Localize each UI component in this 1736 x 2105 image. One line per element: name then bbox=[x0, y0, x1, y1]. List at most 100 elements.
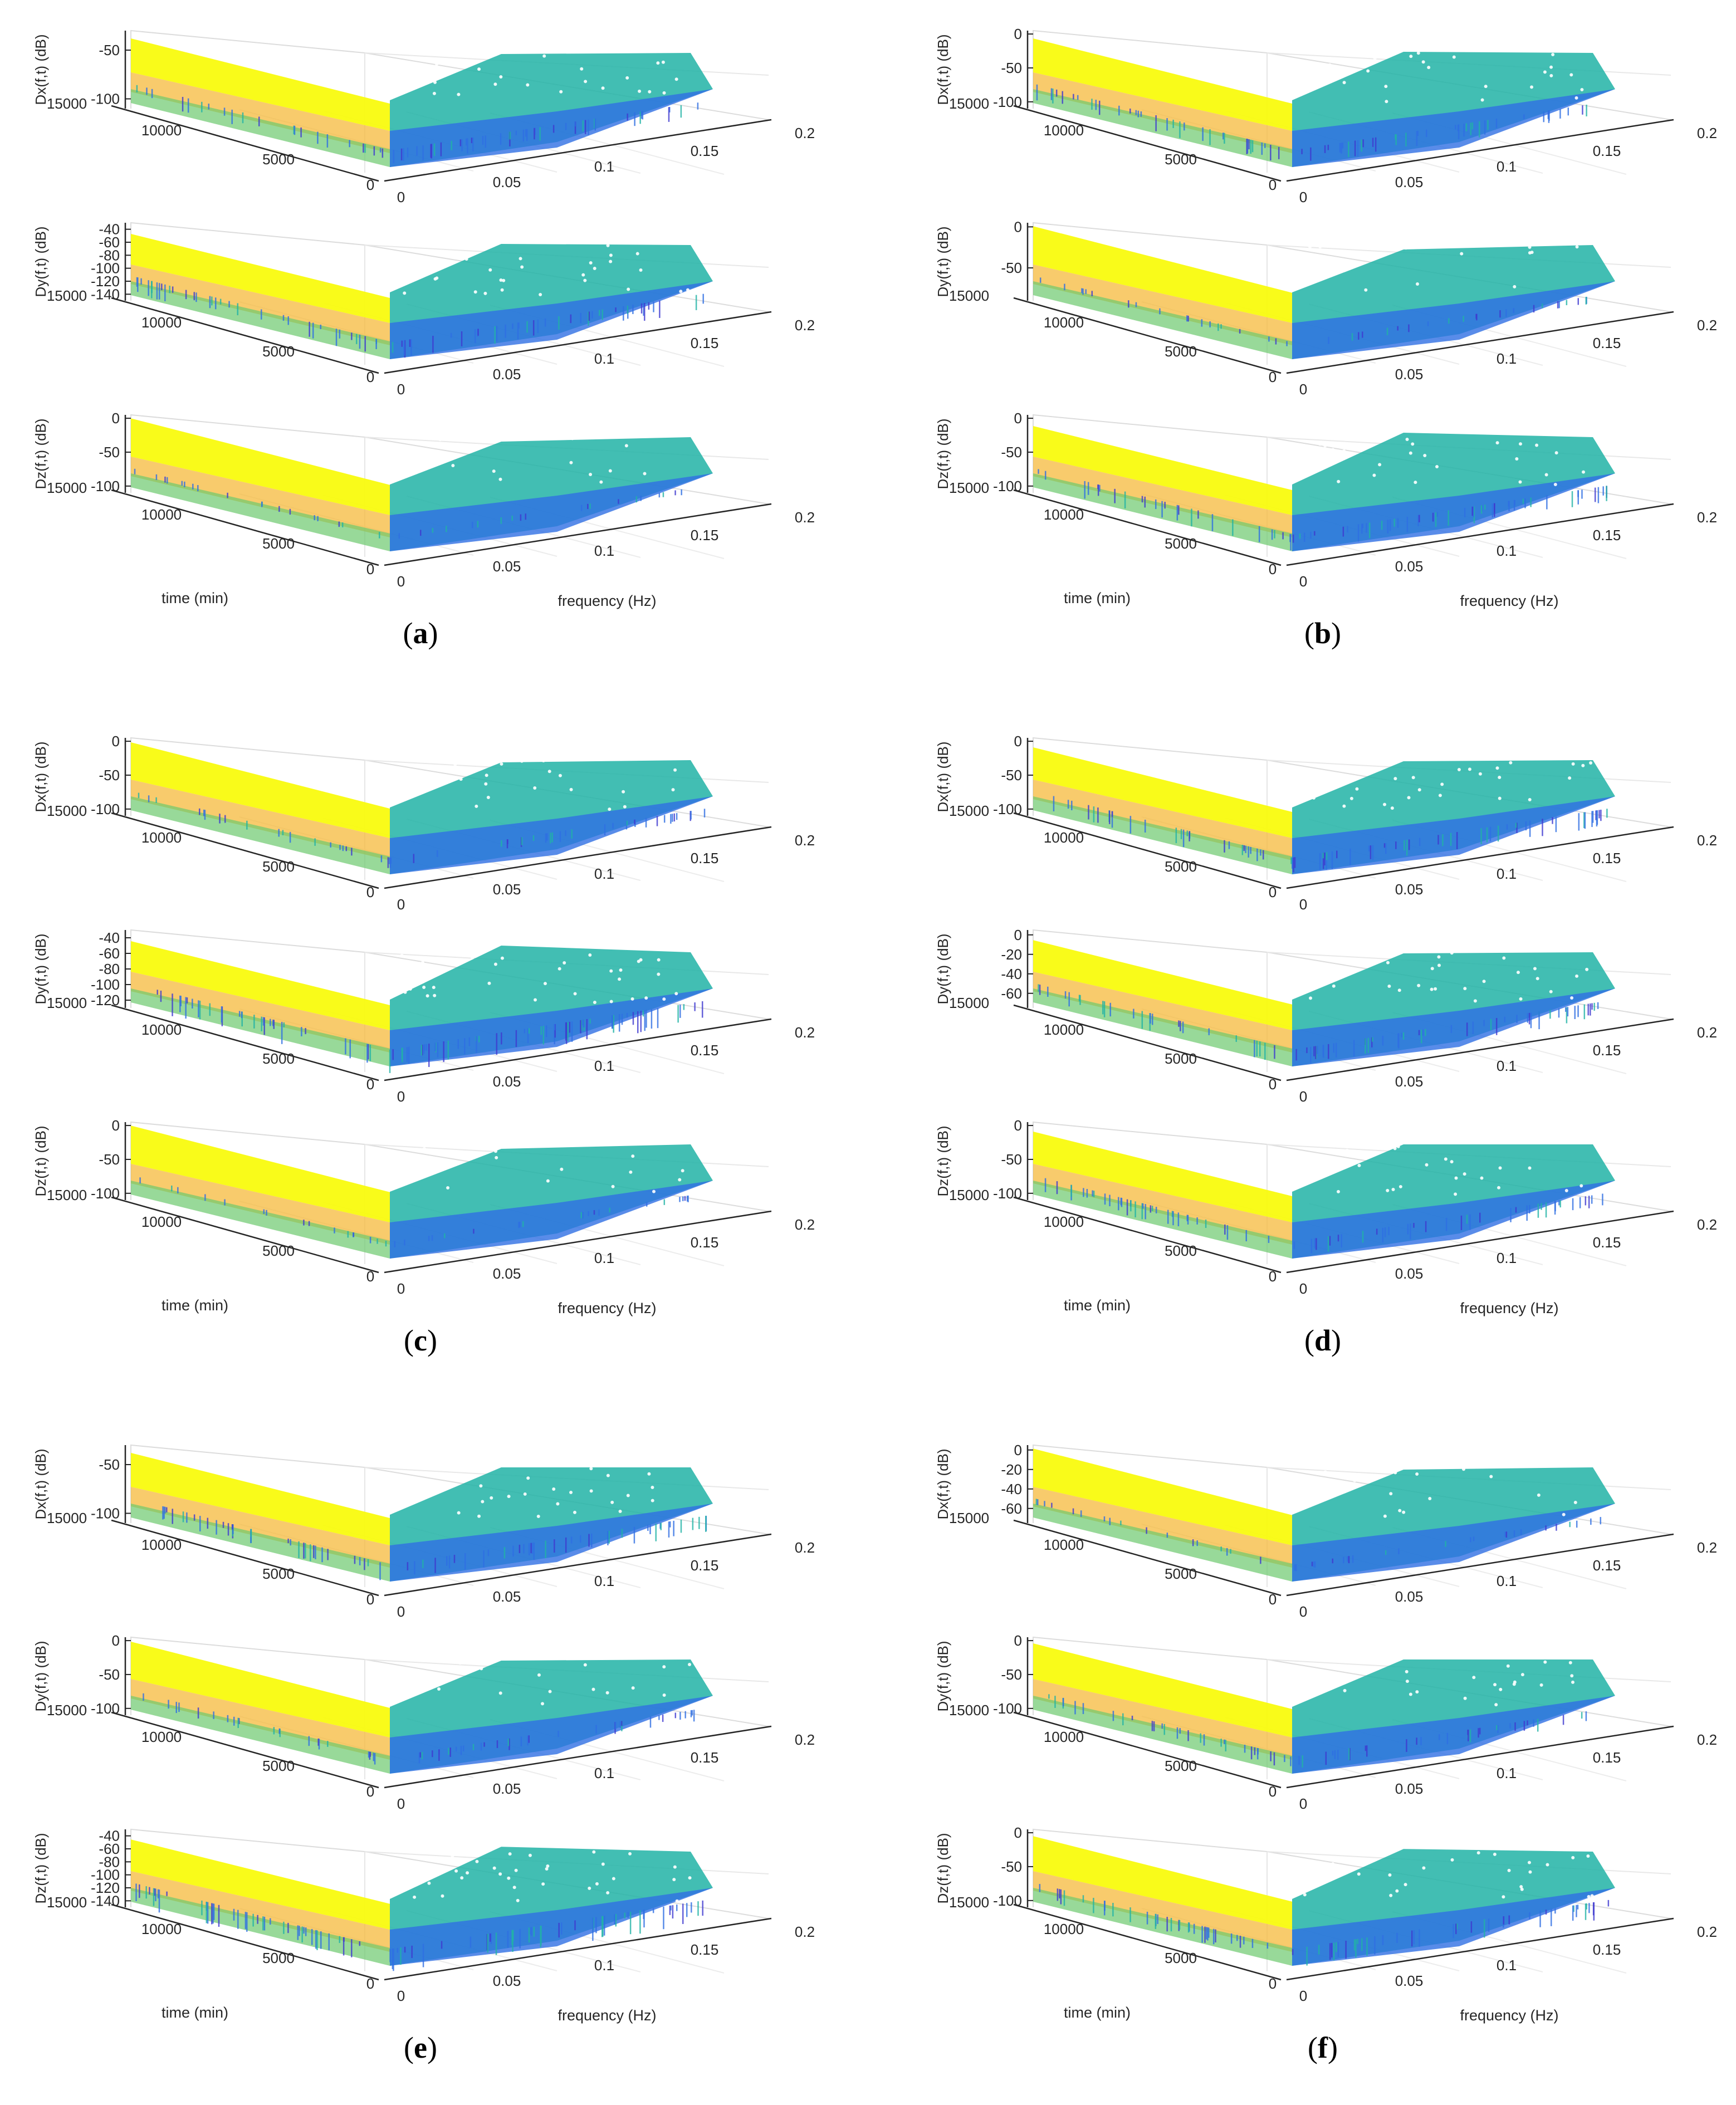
surface-highlight bbox=[490, 1496, 493, 1500]
surface bbox=[1033, 38, 1615, 167]
frequency-tick-label: 0.05 bbox=[1395, 366, 1424, 383]
time-axis-line bbox=[111, 1004, 379, 1081]
surface-band-green bbox=[1033, 1504, 1292, 1582]
z-tick-label: -40 bbox=[1001, 966, 1022, 982]
frequency-tick-label: 0.15 bbox=[691, 335, 719, 351]
z-axis-label: Dz(f,t) (dB) bbox=[935, 418, 951, 489]
surface-highlight bbox=[1493, 1683, 1497, 1687]
panel-caption: (d) bbox=[1304, 1324, 1341, 1357]
surface-highlight bbox=[464, 58, 468, 62]
time-tick-label: 0 bbox=[1269, 1783, 1277, 1800]
surface-highlight bbox=[1411, 442, 1415, 446]
surface-highlight bbox=[481, 1500, 485, 1504]
surface-highlight bbox=[599, 480, 603, 484]
z-tick-label: -100 bbox=[91, 1505, 120, 1522]
frequency-axis-line bbox=[1286, 311, 1674, 374]
surface-highlight bbox=[1497, 1186, 1501, 1189]
surface-highlight bbox=[563, 961, 566, 965]
surface-highlight bbox=[528, 1853, 532, 1857]
frequency-tick-label: 0.05 bbox=[1395, 1972, 1424, 1989]
time-axis-line bbox=[1013, 812, 1282, 889]
surface-highlight bbox=[400, 953, 404, 957]
frequency-tick-label: 0 bbox=[397, 189, 405, 205]
frequency-tick-label: 0.2 bbox=[795, 1923, 815, 1940]
z-axis-label: Dx(f,t) (dB) bbox=[935, 34, 951, 105]
surface-highlight bbox=[492, 1866, 496, 1870]
surface-highlight bbox=[1405, 438, 1409, 442]
surface-highlight bbox=[639, 958, 643, 962]
z-axis-label: Dx(f,t) (dB) bbox=[32, 741, 49, 812]
frequency-axis-label: frequency (Hz) bbox=[1460, 2007, 1558, 2024]
surface-highlight bbox=[1457, 767, 1461, 771]
surface-highlight bbox=[1331, 1862, 1335, 1866]
frequency-tick-label: 0 bbox=[1299, 1280, 1307, 1297]
time-tick-label: 0 bbox=[1269, 1268, 1277, 1285]
z-tick-label: -100 bbox=[993, 1892, 1022, 1909]
surface-highlight bbox=[1324, 1857, 1328, 1861]
surface-highlight bbox=[623, 805, 627, 809]
surface-highlight bbox=[462, 1661, 466, 1665]
time-tick-label: 15000 bbox=[949, 95, 989, 112]
time-tick-label: 10000 bbox=[141, 314, 182, 331]
frequency-tick-label: 0.05 bbox=[493, 1073, 521, 1090]
surface-highlight bbox=[630, 997, 634, 1001]
frequency-tick-label: 0.15 bbox=[1593, 335, 1621, 351]
surface-band-deep bbox=[390, 1696, 713, 1774]
surface-highlight bbox=[1539, 1683, 1543, 1687]
surface-highlight bbox=[631, 1686, 635, 1690]
surface-highlight bbox=[1317, 1159, 1321, 1163]
frequency-tick-label: 0.1 bbox=[1497, 350, 1517, 367]
surface-highlight bbox=[1388, 1873, 1392, 1877]
surface-highlight bbox=[556, 1502, 560, 1506]
z-tick-label: -50 bbox=[1001, 1858, 1022, 1875]
surface-highlight bbox=[618, 977, 622, 981]
surface bbox=[1033, 1643, 1615, 1774]
surface-highlight bbox=[1461, 1467, 1465, 1471]
surface-band-low-frequency bbox=[1033, 38, 1292, 131]
subplot-c-3: 0 -50 -100 Dz(f,t) (dB)15000 10000 5000 0 0 0.05… bbox=[32, 1117, 815, 1316]
z-tick-label: 0 bbox=[112, 733, 120, 750]
surface-highlight bbox=[657, 972, 661, 976]
surface-highlight bbox=[1498, 796, 1502, 800]
time-tick-label: 5000 bbox=[262, 1758, 295, 1774]
panel-caption: (c) bbox=[404, 1324, 437, 1357]
surface-highlight bbox=[1585, 967, 1589, 971]
time-axis-label: time (min) bbox=[1064, 590, 1131, 606]
surface-highlight bbox=[1520, 1887, 1524, 1891]
surface-band-low-frequency bbox=[1033, 747, 1292, 838]
surface-band-low-frequency bbox=[131, 1453, 390, 1545]
frequency-tick-label: 0.2 bbox=[1697, 1216, 1717, 1233]
caption-close: ) bbox=[427, 1324, 437, 1357]
surface-highlight bbox=[1323, 75, 1327, 79]
surface-highlight bbox=[1427, 66, 1431, 70]
time-axis-line bbox=[111, 105, 379, 182]
caption-letter: d bbox=[1314, 1324, 1331, 1357]
surface-highlight bbox=[608, 807, 612, 811]
surface-highlight bbox=[1506, 1664, 1510, 1668]
z-axis-label: Dz(f,t) (dB) bbox=[32, 1125, 49, 1196]
z-tick-label: 0 bbox=[1014, 1824, 1022, 1841]
surface-highlight bbox=[1568, 1661, 1572, 1665]
surface-highlight bbox=[606, 1891, 610, 1894]
surface-highlight bbox=[662, 1665, 666, 1669]
surface-highlight bbox=[457, 92, 461, 96]
surface-highlight bbox=[1519, 1885, 1523, 1889]
caption-close: ) bbox=[427, 2031, 437, 2064]
surface-highlight bbox=[688, 1876, 692, 1880]
frequency-axis-line bbox=[384, 1210, 772, 1274]
surface-highlight bbox=[1422, 1866, 1426, 1870]
surface-highlight bbox=[559, 90, 563, 94]
surface-highlight bbox=[651, 1499, 654, 1502]
frequency-tick-label: 0.15 bbox=[1593, 1042, 1621, 1059]
surface-highlight bbox=[1498, 776, 1502, 780]
surface-highlight bbox=[589, 1467, 593, 1471]
surface-highlight bbox=[1428, 1496, 1432, 1500]
surface-band-deep bbox=[1292, 1696, 1615, 1774]
surface-highlight bbox=[1306, 276, 1310, 280]
surface-highlight bbox=[404, 1875, 408, 1879]
surface-highlight bbox=[1473, 999, 1477, 1003]
surface bbox=[131, 1453, 713, 1582]
frequency-tick-label: 0.2 bbox=[1697, 509, 1717, 526]
